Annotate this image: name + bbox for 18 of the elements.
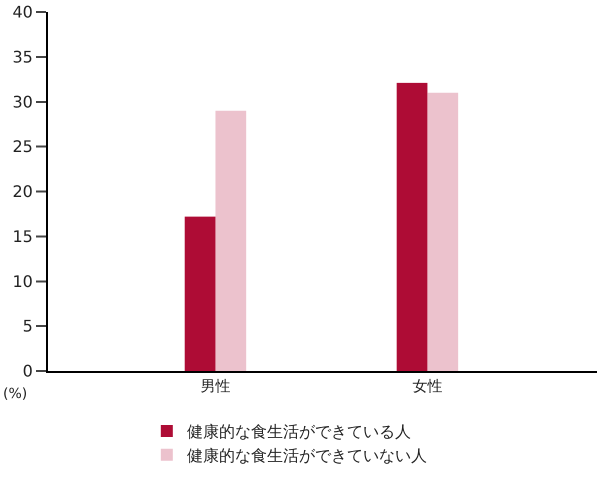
x-tick-label: 男性 — [200, 377, 230, 395]
y-tick-label: 15 — [12, 226, 33, 246]
y-tick-label: 40 — [12, 2, 33, 22]
bar — [215, 110, 246, 371]
y-tick-label: 20 — [12, 182, 33, 202]
legend-label: 健康的な食生活ができていない人 — [186, 446, 427, 466]
bar — [396, 82, 428, 371]
bar — [184, 216, 216, 371]
y-tick-label: 10 — [12, 272, 33, 291]
legend-label: 健康的な食生活ができている人 — [186, 422, 411, 442]
y-axis-title: (%) — [3, 386, 28, 402]
y-tick-label: 0 — [22, 362, 33, 381]
y-tick-label: 5 — [22, 316, 33, 336]
y-tick-label: 35 — [12, 47, 33, 66]
y-tick-label: 25 — [12, 137, 33, 156]
x-tick-label: 女性 — [412, 377, 442, 395]
y-tick-label: 30 — [12, 92, 33, 112]
bar — [427, 92, 458, 371]
